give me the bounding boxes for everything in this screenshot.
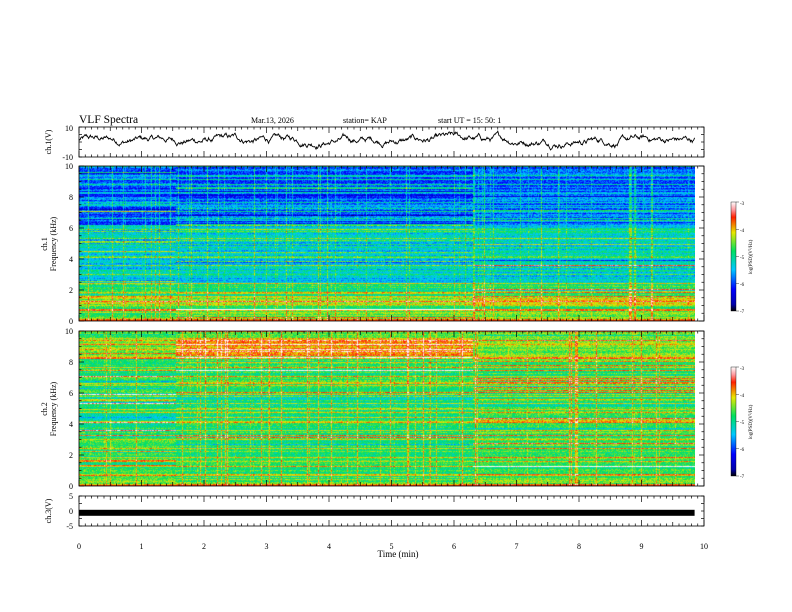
x-tick-label-0: 0	[77, 542, 81, 551]
x-tick-label-8: 8	[577, 542, 581, 551]
x-axis-tick-labels: 0 1 2 3 4 5 6 7 8 9 10	[77, 542, 708, 551]
start-time-label: start UT = 15: 50: 1	[438, 116, 501, 125]
x-tick-label-6: 6	[452, 542, 456, 551]
cb2-tick-neg6: -6	[740, 448, 745, 453]
station-label: station= KAP	[343, 116, 387, 125]
s1-ytick-8: 8	[69, 193, 73, 202]
cb2-tick-neg7: -7	[740, 475, 745, 480]
s2-ylabel-channel: ch.2	[40, 402, 49, 416]
ch3-trace-panel: 5 0 -5 ch.3(V)	[44, 492, 705, 531]
ch1-spectrogram-panel: 0 2 4 6 8 10 ch.1 Frequency (kHz) -3 -4 …	[40, 162, 754, 326]
x-axis-label: Time (min)	[378, 549, 419, 559]
x-tick-label-7: 7	[515, 542, 519, 551]
s2-ytick-4: 4	[69, 420, 73, 429]
ch2-colorbar	[730, 366, 737, 477]
ch3-ytick-neg5: -5	[66, 522, 73, 531]
x-tick-label-3: 3	[265, 542, 269, 551]
cb1-tick-neg5: -5	[740, 256, 745, 261]
s1-ytick-6: 6	[69, 224, 73, 233]
x-tick-label-4: 4	[327, 542, 331, 551]
s2-ytick-6: 6	[69, 389, 73, 398]
cb2-tick-neg3: -3	[740, 367, 745, 372]
s1-ylabel-channel: ch.1	[40, 237, 49, 251]
ch3-trace-line	[79, 509, 695, 516]
ch1-waveform-panel: 10 -10 ch.1(V)	[44, 124, 705, 162]
ch1-ytick-10: 10	[65, 124, 73, 133]
ch2-spectrogram-panel: 0 2 4 6 8 10 ch.2 Frequency (kHz) -3 -4 …	[40, 327, 754, 491]
ch1-colorbar	[730, 201, 737, 312]
s1-ytick-4: 4	[69, 255, 73, 264]
ch3-ytick-0: 0	[69, 507, 73, 516]
x-tick-label-10: 10	[700, 542, 708, 551]
ch3-ylabel: ch.3(V)	[44, 498, 53, 523]
cb1-tick-neg4: -4	[740, 229, 745, 234]
ch1-spectrogram-image	[79, 166, 695, 321]
ch2-spectrogram-image	[79, 331, 695, 486]
ch1-waveform-ylabel: ch.1(V)	[44, 129, 53, 154]
s1-ytick-10: 10	[65, 162, 73, 171]
cb2-tick-neg5: -5	[740, 421, 745, 426]
date-label: Mar.13, 2026	[251, 116, 294, 125]
x-tick-label-1: 1	[140, 542, 144, 551]
cb1-tick-neg3: -3	[740, 202, 745, 207]
s2-ytick-0: 0	[69, 482, 73, 491]
s2-ylabel-frequency: Frequency (kHz)	[49, 381, 58, 436]
ch1-ytick-neg10: -10	[62, 153, 73, 162]
s2-ytick-2: 2	[69, 451, 73, 460]
cb1-label: log(PSD)(V²/Hz)	[748, 239, 754, 274]
s1-ylabel-frequency: Frequency (kHz)	[49, 216, 58, 271]
cb2-tick-neg4: -4	[740, 394, 745, 399]
ch1-colorbar-ticks	[736, 201, 739, 312]
x-tick-label-2: 2	[202, 542, 206, 551]
ch2-colorbar-ticks	[736, 366, 739, 477]
cb1-tick-neg7: -7	[740, 310, 745, 315]
cb1-tick-neg6: -6	[740, 283, 745, 288]
s2-ytick-10: 10	[65, 327, 73, 336]
ch3-ytick-5: 5	[69, 492, 73, 501]
cb2-label: log(PSD)(V²/Hz)	[748, 404, 754, 439]
ch1-waveform-ticks	[78, 126, 705, 158]
s2-ytick-8: 8	[69, 358, 73, 367]
figure-title: VLF Spectra	[79, 114, 138, 126]
x-tick-label-9: 9	[640, 542, 644, 551]
ch1-spectrogram-ticks	[78, 165, 705, 322]
ch1-waveform-line	[78, 130, 696, 151]
x-tick-label-5: 5	[390, 542, 394, 551]
s1-ytick-0: 0	[69, 317, 73, 326]
ch3-trace-ticks	[78, 495, 705, 527]
ch2-spectrogram-ticks	[78, 330, 705, 487]
s1-ytick-2: 2	[69, 286, 73, 295]
